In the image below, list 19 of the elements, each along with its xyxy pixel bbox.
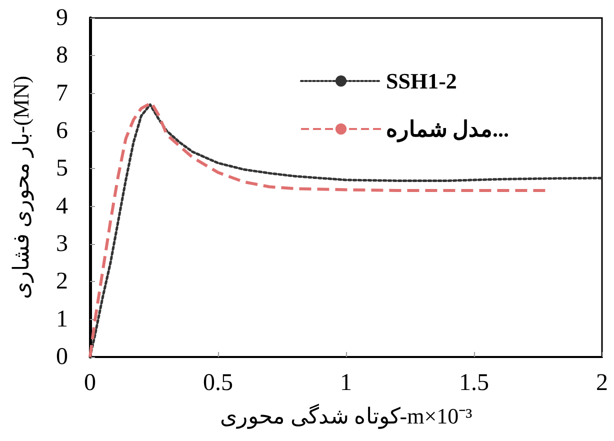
- x-tick-label: 1: [340, 370, 352, 396]
- y-tick-label: 8: [56, 42, 68, 69]
- x-tick-label: 1.5: [459, 370, 489, 396]
- y-tick-label: 7: [56, 80, 68, 106]
- x-tick-label: 0: [84, 370, 96, 396]
- y-tick-label: 9: [56, 5, 68, 31]
- y-tick-label: 3: [56, 231, 68, 257]
- legend-label: مدل شماره...: [386, 116, 509, 142]
- y-tick-label: 5: [56, 156, 68, 182]
- y-tick-label: 1: [56, 306, 68, 332]
- y-axis-title: بار محوری فشاری-(MN): [8, 76, 34, 300]
- y-tick-label: 2: [56, 268, 68, 295]
- y-tick-label: 6: [56, 118, 68, 144]
- legend-label: SSH1-2: [386, 68, 457, 94]
- y-tick-label: 4: [56, 193, 68, 220]
- x-axis-title: کوتاه شدگی محوری-m×10⁻³: [220, 404, 473, 430]
- x-tick-label: 0.5: [203, 370, 233, 396]
- y-tick-label: 0: [56, 344, 68, 370]
- x-tick-label: 2: [596, 370, 608, 396]
